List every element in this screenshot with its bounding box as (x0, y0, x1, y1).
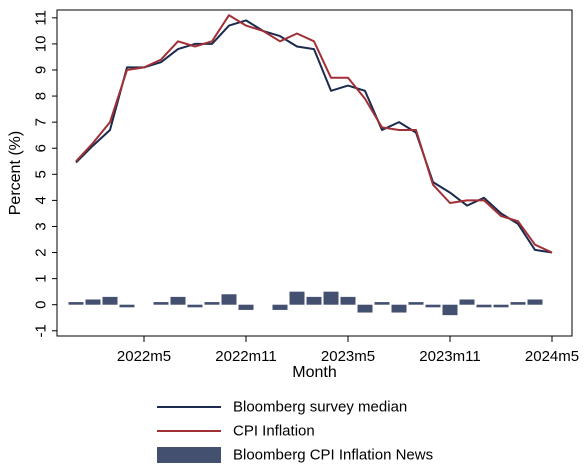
y-tick-label: 6 (33, 144, 50, 152)
news-bar (374, 302, 390, 305)
news-bar (442, 304, 458, 316)
news-bar (221, 294, 237, 305)
news-bar (85, 299, 101, 305)
news-bar (119, 304, 135, 308)
y-tick-label: 3 (33, 222, 50, 230)
news-bar (272, 304, 288, 310)
news-bar (510, 302, 526, 305)
y-tick-label: 0 (33, 301, 50, 309)
x-tick-label: 2022m11 (215, 348, 276, 365)
news-bar (102, 296, 118, 305)
x-tick-label: 2023m5 (321, 348, 375, 365)
legend-swatch-bar (157, 447, 221, 463)
legend-label: Bloomberg survey median (233, 399, 407, 416)
series-lines (75, 14, 553, 254)
legend-label: Bloomberg CPI Inflation News (233, 447, 433, 464)
y-axis: -1 0 1 2 3 4 5 6 7 8 9 10 11 (33, 10, 57, 337)
news-bar (391, 304, 407, 313)
survey-median-line (75, 19, 553, 254)
plot-frame (56, 9, 573, 337)
news-bar (306, 296, 322, 305)
news-bar (204, 302, 220, 305)
news-bar (289, 291, 305, 305)
news-bar (476, 304, 492, 308)
news-bar (357, 304, 373, 313)
y-tick-label: 11 (33, 10, 50, 26)
news-bar (153, 302, 169, 305)
news-bar (493, 304, 509, 308)
news-bar (527, 299, 543, 305)
x-tick-label: 2022m5 (117, 348, 171, 365)
news-bar (187, 304, 203, 308)
news-bar (238, 304, 254, 310)
news-bar (459, 299, 475, 305)
news-bar (170, 296, 186, 305)
y-axis-title: Percent (%) (7, 131, 24, 215)
y-tick-label: 2 (33, 248, 50, 256)
y-tick-label: 4 (33, 196, 50, 204)
news-bar (68, 302, 84, 305)
legend: Bloomberg survey median CPI Inflation Bloo… (157, 399, 433, 464)
y-tick-label: 9 (33, 66, 50, 74)
x-tick-label: 2024m5 (525, 348, 579, 365)
news-bar (408, 302, 424, 305)
news-bar (340, 296, 356, 305)
x-tick-label: 2023m11 (419, 348, 480, 365)
x-axis-title: Month (292, 364, 336, 381)
y-tick-label: -1 (33, 324, 50, 337)
x-axis: 2022m5 2022m11 2023m5 2023m11 2024m5 (117, 336, 579, 365)
y-tick-label: 10 (33, 36, 50, 53)
cpi-inflation-line (75, 14, 553, 254)
news-bars (68, 291, 543, 316)
y-tick-label: 8 (33, 92, 50, 100)
news-bar (425, 304, 441, 308)
y-tick-label: 7 (33, 118, 50, 126)
y-tick-label: 5 (33, 170, 50, 178)
y-tick-label: 1 (33, 274, 50, 282)
legend-label: CPI Inflation (233, 423, 315, 440)
news-bar (323, 291, 339, 305)
